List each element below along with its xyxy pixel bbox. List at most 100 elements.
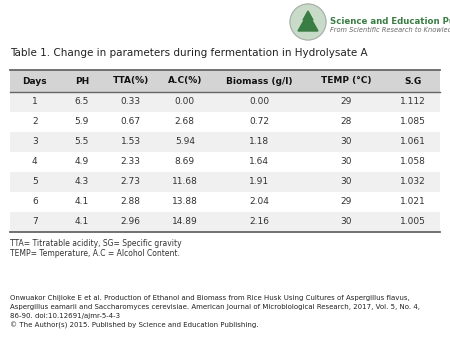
Polygon shape bbox=[298, 13, 318, 31]
Polygon shape bbox=[303, 11, 313, 20]
Text: TEMP (°C): TEMP (°C) bbox=[321, 76, 371, 86]
Bar bbox=[158, 192, 212, 212]
Bar bbox=[158, 70, 212, 92]
Text: 14.89: 14.89 bbox=[172, 217, 198, 226]
Text: 1.91: 1.91 bbox=[249, 177, 269, 187]
Text: 1.058: 1.058 bbox=[400, 158, 426, 167]
Text: 4.3: 4.3 bbox=[75, 177, 89, 187]
Bar bbox=[158, 172, 212, 192]
Bar bbox=[386, 192, 440, 212]
Bar bbox=[386, 92, 440, 112]
Bar bbox=[386, 70, 440, 92]
Bar bbox=[306, 132, 386, 152]
Bar bbox=[386, 112, 440, 132]
Text: 1.53: 1.53 bbox=[121, 138, 141, 146]
Bar bbox=[386, 152, 440, 172]
Text: PH: PH bbox=[75, 76, 89, 86]
Text: TTA= Titratable acidity, SG= Specific gravity: TTA= Titratable acidity, SG= Specific gr… bbox=[10, 239, 182, 248]
Bar bbox=[60, 112, 104, 132]
Bar bbox=[212, 212, 306, 232]
Text: 29: 29 bbox=[341, 197, 352, 207]
Text: Biomass (g/l): Biomass (g/l) bbox=[226, 76, 292, 86]
Bar bbox=[60, 92, 104, 112]
Bar bbox=[306, 152, 386, 172]
Text: 0.00: 0.00 bbox=[175, 97, 195, 106]
Bar bbox=[10, 132, 60, 152]
Text: 1.18: 1.18 bbox=[249, 138, 269, 146]
Text: 6: 6 bbox=[32, 197, 38, 207]
Bar bbox=[212, 132, 306, 152]
Text: 2.16: 2.16 bbox=[249, 217, 269, 226]
Text: 1.64: 1.64 bbox=[249, 158, 269, 167]
Text: 4: 4 bbox=[32, 158, 38, 167]
Text: 5: 5 bbox=[32, 177, 38, 187]
Bar bbox=[60, 70, 104, 92]
Text: 2.73: 2.73 bbox=[121, 177, 141, 187]
Bar bbox=[212, 92, 306, 112]
Text: 28: 28 bbox=[341, 118, 352, 126]
Text: From Scientific Research to Knowledge: From Scientific Research to Knowledge bbox=[330, 27, 450, 33]
Bar bbox=[104, 152, 158, 172]
Text: Days: Days bbox=[22, 76, 47, 86]
Bar bbox=[10, 112, 60, 132]
Bar bbox=[386, 172, 440, 192]
Text: 30: 30 bbox=[340, 217, 352, 226]
Text: 13.88: 13.88 bbox=[172, 197, 198, 207]
Text: 2.68: 2.68 bbox=[175, 118, 195, 126]
Text: 5.5: 5.5 bbox=[75, 138, 89, 146]
Text: © The Author(s) 2015. Published by Science and Education Publishing.: © The Author(s) 2015. Published by Scien… bbox=[10, 322, 258, 329]
Text: TTA(%): TTA(%) bbox=[113, 76, 149, 86]
Bar bbox=[10, 92, 60, 112]
Text: 0.72: 0.72 bbox=[249, 118, 269, 126]
Text: 2.96: 2.96 bbox=[121, 217, 141, 226]
Text: A.C(%): A.C(%) bbox=[167, 76, 202, 86]
Bar bbox=[158, 112, 212, 132]
Bar bbox=[306, 172, 386, 192]
Bar bbox=[10, 192, 60, 212]
Text: Onwuakor Chijioke E et al. Production of Ethanol and Biomass from Rice Husk Usin: Onwuakor Chijioke E et al. Production of… bbox=[10, 295, 410, 301]
Bar bbox=[60, 192, 104, 212]
Bar bbox=[212, 192, 306, 212]
Bar bbox=[10, 172, 60, 192]
Text: 1.112: 1.112 bbox=[400, 97, 426, 106]
Text: 4.9: 4.9 bbox=[75, 158, 89, 167]
Bar bbox=[306, 112, 386, 132]
Bar bbox=[158, 92, 212, 112]
Bar bbox=[104, 212, 158, 232]
Text: 86-90. doi:10.12691/ajmr-5-4-3: 86-90. doi:10.12691/ajmr-5-4-3 bbox=[10, 313, 120, 319]
Bar bbox=[60, 172, 104, 192]
Bar bbox=[212, 70, 306, 92]
Text: 1.005: 1.005 bbox=[400, 217, 426, 226]
Bar bbox=[60, 212, 104, 232]
Bar bbox=[104, 192, 158, 212]
Bar bbox=[386, 212, 440, 232]
Text: 8.69: 8.69 bbox=[175, 158, 195, 167]
Bar bbox=[306, 212, 386, 232]
Text: 1.061: 1.061 bbox=[400, 138, 426, 146]
Bar bbox=[386, 132, 440, 152]
Bar bbox=[212, 172, 306, 192]
Bar bbox=[10, 152, 60, 172]
Text: 0.67: 0.67 bbox=[121, 118, 141, 126]
Text: 6.5: 6.5 bbox=[75, 97, 89, 106]
Text: TEMP= Temperature, A.C = Alcohol Content.: TEMP= Temperature, A.C = Alcohol Content… bbox=[10, 249, 180, 258]
Text: 4.1: 4.1 bbox=[75, 197, 89, 207]
Bar bbox=[158, 212, 212, 232]
Text: Aspergillus eamarii and Saccharomyces cerevisiae. American Journal of Microbiolo: Aspergillus eamarii and Saccharomyces ce… bbox=[10, 304, 420, 310]
Text: 2: 2 bbox=[32, 118, 38, 126]
Text: 0.33: 0.33 bbox=[121, 97, 141, 106]
Text: 30: 30 bbox=[340, 177, 352, 187]
Bar bbox=[306, 70, 386, 92]
Text: 5.94: 5.94 bbox=[175, 138, 195, 146]
Bar bbox=[10, 212, 60, 232]
Text: 1: 1 bbox=[32, 97, 38, 106]
Text: S.G: S.G bbox=[405, 76, 422, 86]
Bar bbox=[104, 132, 158, 152]
Text: 7: 7 bbox=[32, 217, 38, 226]
Text: 4.1: 4.1 bbox=[75, 217, 89, 226]
Text: 5.9: 5.9 bbox=[75, 118, 89, 126]
Bar bbox=[104, 112, 158, 132]
Bar bbox=[104, 172, 158, 192]
Text: 2.04: 2.04 bbox=[249, 197, 269, 207]
Text: 30: 30 bbox=[340, 158, 352, 167]
